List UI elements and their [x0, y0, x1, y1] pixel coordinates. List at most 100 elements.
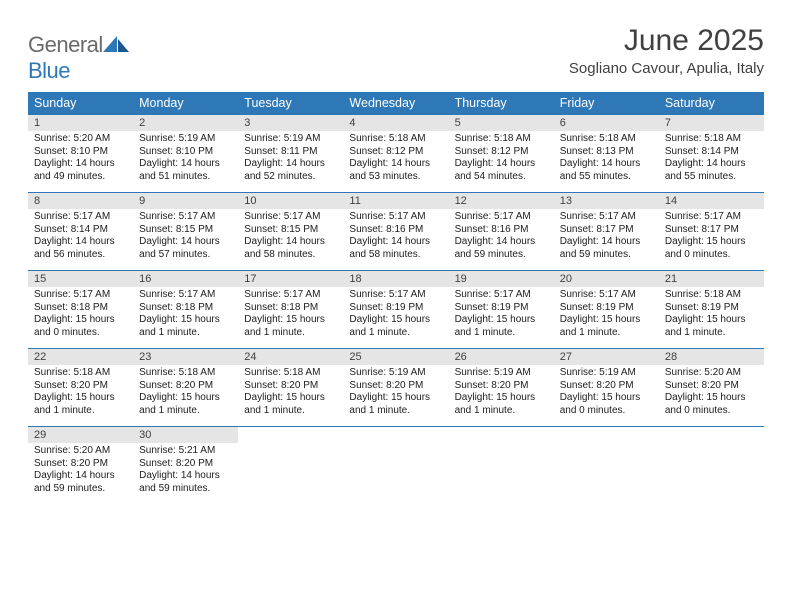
calendar-cell: 16Sunrise: 5:17 AMSunset: 8:18 PMDayligh… — [133, 270, 238, 348]
calendar-cell: 26Sunrise: 5:19 AMSunset: 8:20 PMDayligh… — [449, 348, 554, 426]
day-number: 7 — [659, 115, 764, 131]
day-number: 29 — [28, 427, 133, 443]
calendar-cell: 10Sunrise: 5:17 AMSunset: 8:15 PMDayligh… — [238, 192, 343, 270]
brand-text: GeneralBlue — [28, 32, 129, 84]
calendar-cell: 28Sunrise: 5:20 AMSunset: 8:20 PMDayligh… — [659, 348, 764, 426]
day-detail: Sunrise: 5:19 AMSunset: 8:20 PMDaylight:… — [554, 365, 659, 421]
day-header-saturday: Saturday — [659, 92, 764, 114]
day-detail: Sunrise: 5:18 AMSunset: 8:12 PMDaylight:… — [343, 131, 448, 187]
day-detail: Sunrise: 5:17 AMSunset: 8:18 PMDaylight:… — [28, 287, 133, 343]
day-number: 9 — [133, 193, 238, 209]
calendar-cell: 27Sunrise: 5:19 AMSunset: 8:20 PMDayligh… — [554, 348, 659, 426]
day-header-monday: Monday — [133, 92, 238, 114]
day-detail: Sunrise: 5:20 AMSunset: 8:20 PMDaylight:… — [28, 443, 133, 499]
day-detail: Sunrise: 5:17 AMSunset: 8:17 PMDaylight:… — [659, 209, 764, 265]
day-detail: Sunrise: 5:17 AMSunset: 8:17 PMDaylight:… — [554, 209, 659, 265]
brand-word1: General — [28, 32, 103, 57]
calendar-cell: 8Sunrise: 5:17 AMSunset: 8:14 PMDaylight… — [28, 192, 133, 270]
day-detail: Sunrise: 5:18 AMSunset: 8:20 PMDaylight:… — [28, 365, 133, 421]
day-detail: Sunrise: 5:19 AMSunset: 8:10 PMDaylight:… — [133, 131, 238, 187]
calendar-cell: 2Sunrise: 5:19 AMSunset: 8:10 PMDaylight… — [133, 114, 238, 192]
day-number: 8 — [28, 193, 133, 209]
calendar-cell: 29Sunrise: 5:20 AMSunset: 8:20 PMDayligh… — [28, 426, 133, 504]
day-detail: Sunrise: 5:19 AMSunset: 8:20 PMDaylight:… — [449, 365, 554, 421]
calendar-cell: 14Sunrise: 5:17 AMSunset: 8:17 PMDayligh… — [659, 192, 764, 270]
calendar-cell: 12Sunrise: 5:17 AMSunset: 8:16 PMDayligh… — [449, 192, 554, 270]
day-number: 26 — [449, 349, 554, 365]
day-number: 14 — [659, 193, 764, 209]
calendar-cell — [343, 426, 448, 504]
day-detail: Sunrise: 5:19 AMSunset: 8:20 PMDaylight:… — [343, 365, 448, 421]
month-title: June 2025 — [569, 24, 764, 58]
day-number: 25 — [343, 349, 448, 365]
day-detail: Sunrise: 5:21 AMSunset: 8:20 PMDaylight:… — [133, 443, 238, 499]
day-detail: Sunrise: 5:18 AMSunset: 8:13 PMDaylight:… — [554, 131, 659, 187]
calendar-cell: 11Sunrise: 5:17 AMSunset: 8:16 PMDayligh… — [343, 192, 448, 270]
day-number: 28 — [659, 349, 764, 365]
day-detail: Sunrise: 5:18 AMSunset: 8:20 PMDaylight:… — [133, 365, 238, 421]
day-number: 27 — [554, 349, 659, 365]
day-number: 24 — [238, 349, 343, 365]
calendar-cell: 5Sunrise: 5:18 AMSunset: 8:12 PMDaylight… — [449, 114, 554, 192]
triangle-icon — [103, 34, 129, 52]
day-header-wednesday: Wednesday — [343, 92, 448, 114]
day-number: 23 — [133, 349, 238, 365]
day-number: 17 — [238, 271, 343, 287]
day-detail: Sunrise: 5:17 AMSunset: 8:15 PMDaylight:… — [238, 209, 343, 265]
calendar-cell: 22Sunrise: 5:18 AMSunset: 8:20 PMDayligh… — [28, 348, 133, 426]
location-text: Sogliano Cavour, Apulia, Italy — [569, 60, 764, 77]
day-number: 6 — [554, 115, 659, 131]
calendar-cell: 6Sunrise: 5:18 AMSunset: 8:13 PMDaylight… — [554, 114, 659, 192]
day-detail: Sunrise: 5:17 AMSunset: 8:19 PMDaylight:… — [343, 287, 448, 343]
calendar-cell: 18Sunrise: 5:17 AMSunset: 8:19 PMDayligh… — [343, 270, 448, 348]
page: GeneralBlue June 2025 Sogliano Cavour, A… — [0, 0, 792, 504]
day-header-friday: Friday — [554, 92, 659, 114]
day-number: 20 — [554, 271, 659, 287]
day-header-thursday: Thursday — [449, 92, 554, 114]
calendar-cell: 1Sunrise: 5:20 AMSunset: 8:10 PMDaylight… — [28, 114, 133, 192]
calendar-cell — [238, 426, 343, 504]
calendar-cell: 3Sunrise: 5:19 AMSunset: 8:11 PMDaylight… — [238, 114, 343, 192]
day-header-tuesday: Tuesday — [238, 92, 343, 114]
calendar-cell: 21Sunrise: 5:18 AMSunset: 8:19 PMDayligh… — [659, 270, 764, 348]
calendar-cell: 17Sunrise: 5:17 AMSunset: 8:18 PMDayligh… — [238, 270, 343, 348]
calendar-cell: 24Sunrise: 5:18 AMSunset: 8:20 PMDayligh… — [238, 348, 343, 426]
calendar-cell: 7Sunrise: 5:18 AMSunset: 8:14 PMDaylight… — [659, 114, 764, 192]
calendar-cell: 15Sunrise: 5:17 AMSunset: 8:18 PMDayligh… — [28, 270, 133, 348]
day-number: 30 — [133, 427, 238, 443]
day-number: 4 — [343, 115, 448, 131]
day-detail: Sunrise: 5:18 AMSunset: 8:14 PMDaylight:… — [659, 131, 764, 187]
day-detail: Sunrise: 5:17 AMSunset: 8:18 PMDaylight:… — [133, 287, 238, 343]
calendar-cell: 30Sunrise: 5:21 AMSunset: 8:20 PMDayligh… — [133, 426, 238, 504]
day-number: 3 — [238, 115, 343, 131]
day-header-sunday: Sunday — [28, 92, 133, 114]
day-number: 11 — [343, 193, 448, 209]
day-detail: Sunrise: 5:17 AMSunset: 8:18 PMDaylight:… — [238, 287, 343, 343]
day-number: 12 — [449, 193, 554, 209]
calendar-cell: 13Sunrise: 5:17 AMSunset: 8:17 PMDayligh… — [554, 192, 659, 270]
calendar-cell — [554, 426, 659, 504]
day-number: 16 — [133, 271, 238, 287]
day-detail: Sunrise: 5:18 AMSunset: 8:19 PMDaylight:… — [659, 287, 764, 343]
calendar-grid: SundayMondayTuesdayWednesdayThursdayFrid… — [28, 92, 764, 504]
brand-logo: GeneralBlue — [28, 32, 129, 84]
day-number: 10 — [238, 193, 343, 209]
calendar-cell: 23Sunrise: 5:18 AMSunset: 8:20 PMDayligh… — [133, 348, 238, 426]
day-detail: Sunrise: 5:18 AMSunset: 8:12 PMDaylight:… — [449, 131, 554, 187]
day-number: 21 — [659, 271, 764, 287]
day-detail: Sunrise: 5:17 AMSunset: 8:14 PMDaylight:… — [28, 209, 133, 265]
header: GeneralBlue June 2025 Sogliano Cavour, A… — [28, 24, 764, 84]
day-number: 2 — [133, 115, 238, 131]
calendar-cell: 9Sunrise: 5:17 AMSunset: 8:15 PMDaylight… — [133, 192, 238, 270]
day-number: 15 — [28, 271, 133, 287]
calendar-cell — [449, 426, 554, 504]
brand-word2: Blue — [28, 58, 70, 83]
title-block: June 2025 Sogliano Cavour, Apulia, Italy — [569, 24, 764, 77]
day-number: 1 — [28, 115, 133, 131]
calendar-cell — [659, 426, 764, 504]
day-detail: Sunrise: 5:17 AMSunset: 8:16 PMDaylight:… — [449, 209, 554, 265]
calendar-cell: 25Sunrise: 5:19 AMSunset: 8:20 PMDayligh… — [343, 348, 448, 426]
day-number: 18 — [343, 271, 448, 287]
day-detail: Sunrise: 5:17 AMSunset: 8:19 PMDaylight:… — [449, 287, 554, 343]
day-number: 22 — [28, 349, 133, 365]
